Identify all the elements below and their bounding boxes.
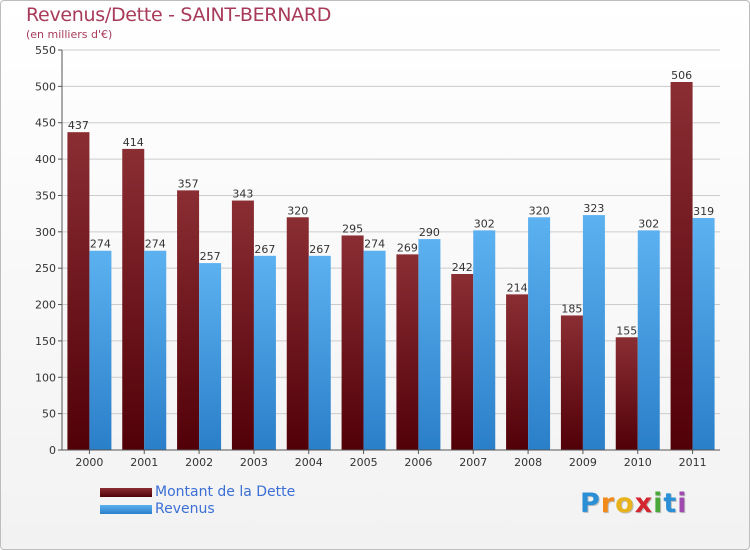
legend-swatch-revenus	[100, 505, 152, 514]
logo-letter: o	[615, 488, 635, 519]
debt-bar	[506, 294, 529, 450]
legend-label-debt: Montant de la Dette	[155, 484, 296, 500]
revenus-bar	[89, 250, 112, 450]
grid-lines	[62, 49, 720, 451]
y-tick-label: 350	[35, 189, 56, 202]
debt-bar	[286, 217, 309, 450]
y-tick-label: 150	[35, 335, 56, 348]
debt-bar	[231, 200, 254, 450]
debt-bar	[615, 337, 638, 450]
revenus-bar	[582, 215, 605, 450]
y-tick-label: 450	[35, 117, 56, 130]
value-label: 242	[452, 261, 473, 274]
value-label: 437	[68, 119, 89, 132]
logo-letter: i	[677, 488, 688, 519]
value-label: 302	[474, 217, 495, 230]
value-label: 214	[507, 281, 528, 294]
revenus-bar	[253, 255, 276, 450]
legend-swatch-debt	[100, 488, 152, 497]
value-label: 267	[309, 243, 330, 256]
debt-bar	[670, 82, 693, 450]
revenus-bar	[418, 239, 441, 450]
value-label: 357	[178, 177, 199, 190]
proxiti-logo: Proxiti	[580, 488, 688, 519]
y-tick-label: 500	[35, 80, 56, 93]
x-tick-label: 2001	[130, 456, 158, 469]
revenus-bar	[692, 218, 715, 450]
value-label: 320	[287, 204, 308, 217]
debt-bar	[451, 274, 474, 450]
debt-bar	[560, 315, 583, 450]
revenus-bar	[528, 217, 551, 450]
legend-label-revenus: Revenus	[155, 501, 215, 517]
y-tick-label: 0	[49, 444, 56, 457]
debt-bar	[341, 235, 364, 450]
revenus-bar	[144, 250, 167, 450]
value-label: 295	[342, 222, 363, 235]
value-label: 290	[419, 226, 440, 239]
x-tick-label: 2005	[350, 456, 378, 469]
value-label: 323	[583, 202, 604, 215]
value-label: 319	[693, 205, 714, 218]
value-label: 185	[561, 302, 582, 315]
logo-letter: x	[634, 488, 654, 519]
value-label: 274	[364, 238, 385, 251]
bars	[67, 82, 715, 450]
revenus-bar	[473, 230, 496, 450]
value-label: 257	[200, 250, 221, 263]
y-tick-label: 300	[35, 226, 56, 239]
revenus-bar	[637, 230, 660, 450]
x-tick-label: 2007	[459, 456, 487, 469]
y-tick-label: 200	[35, 299, 56, 312]
revenus-bar	[308, 255, 331, 450]
logo-letter: t	[663, 488, 678, 519]
x-tick-label: 2011	[679, 456, 707, 469]
debt-bar	[67, 132, 90, 450]
x-tick-label: 2008	[514, 456, 542, 469]
revenus-bar	[199, 263, 222, 450]
x-tick-label: 2010	[624, 456, 652, 469]
value-label: 274	[145, 238, 166, 251]
y-tick-label: 50	[42, 408, 56, 421]
logo-letter: P	[580, 488, 601, 519]
y-tick-label: 400	[35, 153, 56, 166]
value-label: 269	[397, 241, 418, 254]
logo-letter: r	[600, 488, 616, 519]
x-tick-label: 2009	[569, 456, 597, 469]
value-label: 506	[671, 69, 692, 82]
chart-title: Revenus/Dette - SAINT-BERNARD	[26, 4, 332, 26]
y-axis: 0 50 100 150 200 250 300 350 400 450 500 550	[35, 44, 62, 457]
x-axis: 2000 2001 2002 2003 2004 2005 2006 2007 2008 2009…	[75, 450, 707, 469]
chart-subtitle: (en milliers d'€)	[26, 28, 113, 41]
debt-bar	[396, 254, 419, 450]
x-tick-label: 2000	[75, 456, 103, 469]
revenus-bar	[363, 250, 386, 450]
value-label: 302	[638, 217, 659, 230]
y-tick-label: 550	[35, 44, 56, 57]
debt-bar	[122, 148, 145, 450]
value-label: 320	[529, 204, 550, 217]
x-tick-label: 2004	[295, 456, 323, 469]
y-tick-label: 250	[35, 262, 56, 275]
value-label: 343	[232, 188, 253, 201]
x-tick-label: 2002	[185, 456, 213, 469]
value-label: 414	[123, 136, 144, 149]
value-label: 155	[616, 324, 637, 337]
x-tick-label: 2003	[240, 456, 268, 469]
value-label: 267	[254, 243, 275, 256]
logo-letter: i	[653, 488, 664, 519]
y-tick-label: 100	[35, 371, 56, 384]
x-tick-label: 2006	[404, 456, 432, 469]
debt-bar	[177, 190, 200, 450]
value-label: 274	[90, 238, 111, 251]
